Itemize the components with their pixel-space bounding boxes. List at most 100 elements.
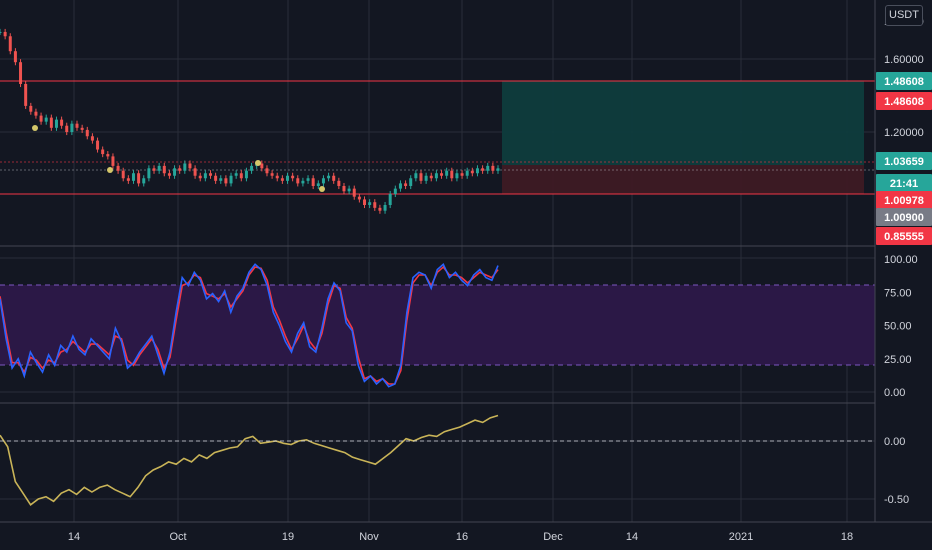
candle-body <box>311 178 315 186</box>
time-axis-labels: 14 Oct 19 Nov 16 Dec 14 2021 18 <box>68 531 853 543</box>
candle-body <box>260 163 264 169</box>
candle-body <box>250 165 254 171</box>
candle-body <box>470 170 474 174</box>
price-tick-label: 1.60000 <box>884 54 924 66</box>
candle-body <box>409 178 413 186</box>
time-tick-label: 2021 <box>729 531 753 543</box>
candle-body <box>224 178 228 184</box>
chart-grid <box>0 0 875 522</box>
candle-body <box>198 175 202 179</box>
time-tick-label: 14 <box>68 531 80 543</box>
indicator-series <box>0 414 499 506</box>
candle-body <box>286 175 290 181</box>
price-tick-label: 1.20000 <box>884 127 924 139</box>
time-tick-label: Oct <box>169 531 186 543</box>
candle-body <box>214 175 218 181</box>
candle-body <box>116 165 120 171</box>
candle-body <box>475 168 479 174</box>
candle-body <box>131 173 135 181</box>
indicator-line <box>0 414 499 506</box>
price-badge-label: 21:41 <box>890 178 918 190</box>
candle-body <box>481 168 485 171</box>
candle-body <box>29 105 33 112</box>
candle-body <box>332 175 336 181</box>
price-badge-label: 0.85555 <box>884 231 924 243</box>
candle-body <box>183 163 187 171</box>
candle-body <box>373 202 377 208</box>
candle-body <box>75 123 79 128</box>
target-zone[interactable] <box>502 81 864 165</box>
candle-body <box>429 175 433 179</box>
stop-zone[interactable] <box>502 165 864 194</box>
candle-body <box>142 178 146 184</box>
candle-body <box>152 168 156 171</box>
candle-body <box>49 117 53 128</box>
candle-body <box>162 165 166 174</box>
candle-body <box>342 185 346 192</box>
stoch-tick-label: 0.00 <box>884 387 905 399</box>
candle-body <box>101 149 105 155</box>
candle-body <box>460 173 464 176</box>
candle-body <box>393 188 397 194</box>
currency-button[interactable]: USDT <box>885 5 923 26</box>
candle-body <box>85 129 89 137</box>
candle-body <box>291 175 295 179</box>
price-badge <box>876 174 932 192</box>
price-badges: 1.48608 1.48608 1.03659 21:41 1.00978 1.00900… <box>876 72 932 245</box>
candle-body <box>24 83 28 106</box>
candle-body <box>337 180 341 186</box>
price-badge <box>876 92 932 110</box>
candle-body <box>106 154 110 157</box>
candle-body <box>455 173 459 179</box>
price-badge-label: 1.00900 <box>884 212 924 224</box>
stoch-band <box>0 285 875 365</box>
signal-marker <box>107 167 113 173</box>
candle-body <box>296 178 300 184</box>
candle-body <box>219 178 223 181</box>
candle-body <box>3 31 7 37</box>
candle-body <box>234 173 238 176</box>
candle-body <box>126 178 130 181</box>
candle-body <box>70 123 74 132</box>
price-badge <box>876 191 932 209</box>
candle-body <box>39 115 43 122</box>
time-tick-label: 14 <box>626 531 638 543</box>
long-position-tool[interactable] <box>502 81 864 194</box>
candle-body <box>450 170 454 179</box>
candle-body <box>54 119 58 128</box>
time-tick-label: 16 <box>456 531 468 543</box>
stoch-tick-label: 100.00 <box>884 254 918 266</box>
stoch-k-line <box>0 262 499 388</box>
candle-body <box>352 188 356 197</box>
candle-body <box>398 183 402 189</box>
time-axis-area[interactable] <box>0 522 932 550</box>
candle-body <box>13 51 17 63</box>
signal-marker <box>255 160 261 166</box>
candle-body <box>486 165 490 171</box>
candle-body <box>96 140 100 150</box>
candle-body <box>434 173 438 179</box>
candle-body <box>378 207 382 211</box>
stoch-series <box>0 262 499 388</box>
candle-body <box>265 168 269 174</box>
signal-marker <box>319 186 325 192</box>
price-badge <box>876 72 932 90</box>
candle-body <box>173 168 177 176</box>
price-badge-label: 1.03659 <box>884 156 924 168</box>
candle-body <box>368 202 372 205</box>
candle-body <box>167 173 171 176</box>
price-badge-label: 1.00978 <box>884 195 924 207</box>
candle-body <box>203 173 207 179</box>
stoch-tick-label: 75.00 <box>884 287 912 299</box>
candle-body <box>44 117 48 122</box>
signal-marker <box>32 125 38 131</box>
candle-body <box>0 31 2 33</box>
candle-body <box>239 173 243 179</box>
time-tick-label: 18 <box>841 531 853 543</box>
price-badge <box>876 208 932 226</box>
candle-body <box>244 170 248 179</box>
candle-body <box>19 62 23 84</box>
candle-body <box>275 175 279 179</box>
candle-body <box>301 180 305 184</box>
